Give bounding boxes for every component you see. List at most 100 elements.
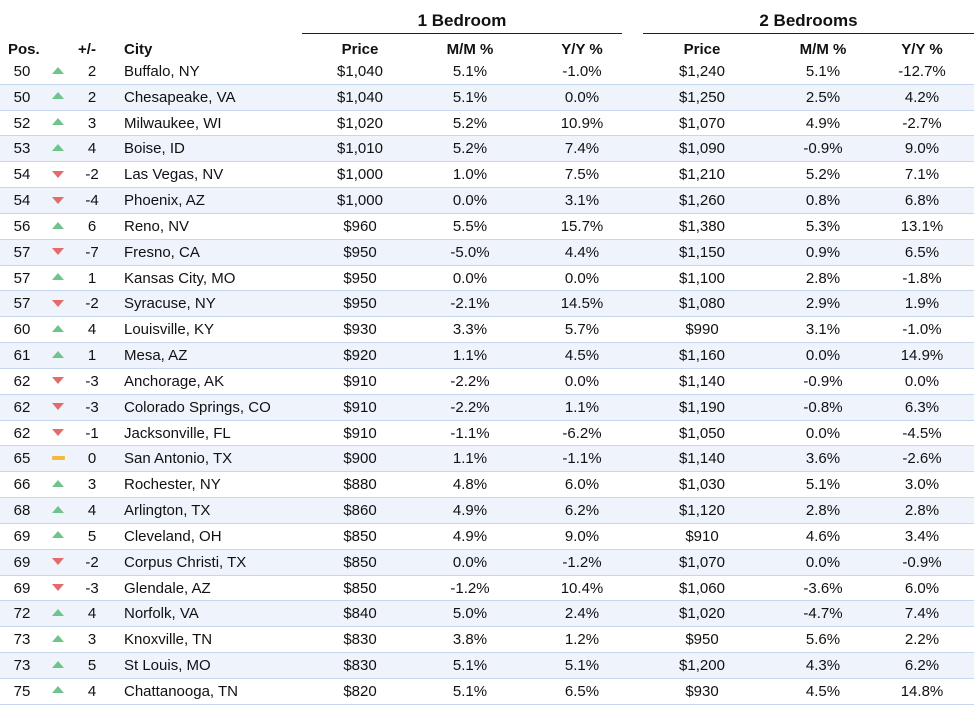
price-2br-cell: $990 [685,321,719,339]
yy-1br-cell: -1.0% [562,63,602,80]
mm-1br-cell: -2.1% [450,295,490,313]
mm-1br-cell: -5.0% [450,243,490,261]
yy-1br-cell: 10.4% [560,579,604,597]
mm-1br-cell: 1.0% [452,166,488,184]
change-cell: 4 [87,321,97,339]
yy-1br-cell: -1.2% [562,553,602,571]
yy-2br-cell: -2.7% [902,114,942,132]
price-1br-cell: $950 [343,295,377,313]
yy-1br-cell: 4.5% [564,347,600,365]
mm-2br-cell: 2.8% [805,269,841,287]
yy-1br-cell: 15.7% [560,217,604,235]
change-cell: 4 [87,140,97,158]
yy-1br-cell: 5.1% [564,657,600,675]
mm-2br-cell: 3.6% [805,450,841,468]
yy-1br-cell: 3.1% [564,192,600,210]
mm-1br-cell: 5.1% [452,657,488,675]
pos-cell: 73 [13,657,31,675]
mm-1br-cell: 5.1% [452,63,488,80]
table-row: 54 -2 Las Vegas, NV $1,000 1.0% 7.5% $1,210 5.2… [0,162,974,189]
city-cell: Milwaukee, WI [124,114,222,132]
mm-1br-cell: 1.1% [452,450,488,468]
mm-2br-cell: 4.9% [805,114,841,132]
pos-cell: 62 [13,372,31,390]
price-1br-cell: $860 [343,502,377,520]
yy-1br-cell: -1.1% [562,450,602,468]
yy-1br-cell: 14.5% [560,295,604,313]
mm-2br-cell: -0.9% [803,140,843,158]
table-row: 52 3 Milwaukee, WI $1,020 5.2% 10.9% $1,070 4.9… [0,110,974,137]
yy-2br-cell: 2.8% [904,502,940,520]
yy-2br-cell: -1.8% [902,269,942,287]
header-price-1br: Price [341,41,379,58]
yy-1br-cell: 6.5% [564,682,600,700]
mm-1br-cell: -2.2% [450,398,490,416]
price-1br-cell: $850 [343,527,377,545]
price-1br-cell: $880 [343,476,377,494]
yy-1br-cell: 5.7% [564,321,600,339]
group-underline-2-bedrooms [643,33,974,34]
table-row: 60 4 Louisville, KY $930 3.3% 5.7% $990 3.1% -1.… [0,317,974,344]
change-cell: 1 [87,269,97,287]
price-2br-cell: $1,240 [679,63,725,80]
trend-up-icon [50,59,66,84]
price-2br-cell: $1,070 [679,114,725,132]
table-row: 54 -4 Phoenix, AZ $1,000 0.0% 3.1% $1,260 0.8% 6… [0,188,974,214]
mm-2br-cell: -0.8% [803,398,843,416]
table-row: 73 3 Knoxville, TN $830 3.8% 1.2% $950 5.6% 2.2% [0,627,974,654]
table-row: 65 0 San Antonio, TX $900 1.1% -1.1% $1,140 3.6… [0,446,974,473]
yy-2br-cell: 13.1% [900,217,944,235]
yy-1br-cell: 1.2% [564,631,600,649]
pos-cell: 62 [13,424,31,442]
price-1br-cell: $910 [343,424,377,442]
mm-1br-cell: -2.2% [450,372,490,390]
price-1br-cell: $900 [343,450,377,468]
table-row: 69 5 Cleveland, OH $850 4.9% 9.0% $910 4.6% 3.4% [0,523,974,550]
price-2br-cell: $1,260 [679,192,725,210]
yy-2br-cell: 14.9% [900,347,944,365]
mm-2br-cell: 4.6% [805,527,841,545]
price-2br-cell: $1,380 [679,217,725,235]
pos-cell: 69 [13,527,31,545]
mm-2br-cell: 3.1% [805,321,841,339]
header-price-2br: Price [683,41,721,58]
trend-down-icon [50,162,66,187]
mm-2br-cell: -4.7% [803,605,843,623]
trend-up-icon [50,524,66,549]
change-cell: -3 [85,398,99,416]
mm-2br-cell: 4.5% [805,682,841,700]
price-2br-cell: $1,020 [679,605,725,623]
mm-1br-cell: 5.5% [452,217,488,235]
yy-2br-cell: 4.2% [904,88,940,106]
mm-1br-cell: 0.0% [452,192,488,210]
header-yy-1br: Y/Y % [561,41,603,58]
yy-2br-cell: 6.8% [904,192,940,210]
price-1br-cell: $820 [343,682,377,700]
city-cell: Louisville, KY [124,321,215,339]
pos-cell: 61 [13,347,31,365]
pos-cell: 72 [13,605,31,623]
mm-2br-cell: 0.8% [805,192,841,210]
change-cell: 5 [87,657,97,675]
city-cell: Rochester, NY [124,476,221,494]
price-2br-cell: $1,100 [679,269,725,287]
city-cell: Kansas City, MO [124,269,236,287]
city-cell: Chattanooga, TN [124,682,238,700]
yy-2br-cell: 6.5% [904,243,940,261]
pos-cell: 57 [13,295,31,313]
trend-up-icon [50,601,66,626]
city-cell: Jacksonville, FL [124,424,231,442]
yy-1br-cell: -6.2% [562,424,602,442]
header-mm-1br: M/M % [446,41,494,58]
change-cell: -3 [85,372,99,390]
price-2br-cell: $1,080 [679,295,725,313]
table-row: 75 4 Chattanooga, TN $820 5.1% 6.5% $930 4.5% 14… [0,678,974,705]
yy-1br-cell: 7.5% [564,166,600,184]
mm-2br-cell: 4.3% [805,657,841,675]
price-2br-cell: $1,120 [679,502,725,520]
price-1br-cell: $840 [343,605,377,623]
table-row: 53 4 Boise, ID $1,010 5.2% 7.4% $1,090 -0.9% 9.0… [0,136,974,163]
mm-1br-cell: 0.0% [452,269,488,287]
trend-down-icon [50,188,66,213]
